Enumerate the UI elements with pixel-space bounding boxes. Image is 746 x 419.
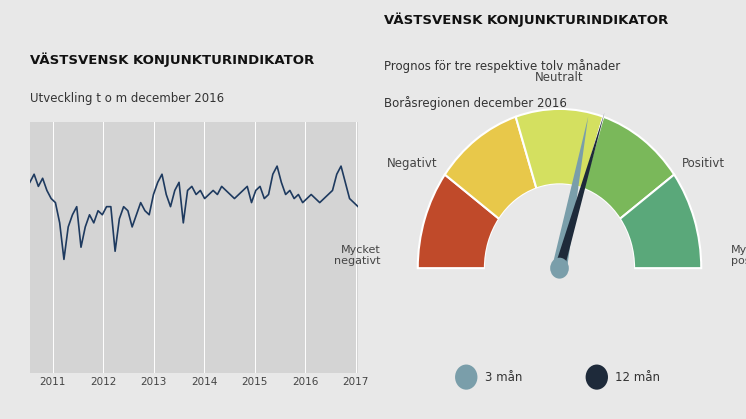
Polygon shape	[555, 113, 604, 270]
Text: 3 mån: 3 mån	[485, 370, 522, 384]
Circle shape	[455, 365, 477, 390]
Wedge shape	[583, 117, 674, 219]
Circle shape	[485, 184, 634, 352]
Text: Boråsregionen december 2016: Boråsregionen december 2016	[384, 96, 567, 110]
Text: Positivt: Positivt	[681, 157, 724, 170]
Polygon shape	[552, 116, 588, 270]
Text: Neutralt: Neutralt	[535, 71, 584, 84]
Text: Utveckling t o m december 2016: Utveckling t o m december 2016	[30, 92, 224, 105]
Text: VÄSTSVENSK KONJUNKTURINDIKATOR: VÄSTSVENSK KONJUNKTURINDIKATOR	[30, 52, 314, 67]
Text: Negativt: Negativt	[387, 157, 438, 170]
Text: VÄSTSVENSK KONJUNKTURINDIKATOR: VÄSTSVENSK KONJUNKTURINDIKATOR	[384, 13, 668, 27]
Wedge shape	[418, 175, 499, 268]
Wedge shape	[515, 109, 604, 189]
Circle shape	[586, 365, 608, 390]
Text: Mycket
positivt: Mycket positivt	[731, 245, 746, 266]
Text: Mycket
negativt: Mycket negativt	[334, 245, 380, 266]
Wedge shape	[445, 117, 536, 219]
Text: 12 mån: 12 mån	[615, 370, 660, 384]
Wedge shape	[620, 175, 701, 268]
Circle shape	[550, 258, 569, 279]
Text: Prognos för tre respektive tolv månader: Prognos för tre respektive tolv månader	[384, 59, 621, 72]
